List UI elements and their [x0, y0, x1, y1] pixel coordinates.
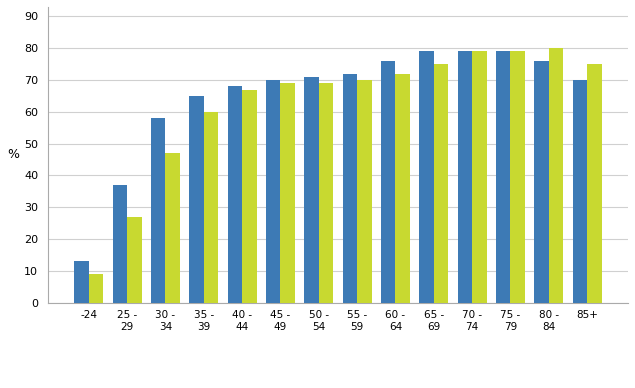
Y-axis label: %: % [7, 148, 19, 161]
Bar [434, 64, 448, 303]
Bar [396, 74, 410, 303]
Bar [549, 48, 563, 303]
Bar [573, 80, 587, 303]
Bar [151, 118, 166, 303]
Bar [281, 83, 295, 303]
Bar [242, 90, 257, 303]
Bar [472, 52, 486, 303]
Bar [266, 80, 281, 303]
Bar [112, 185, 127, 303]
Bar [89, 274, 104, 303]
Bar [496, 52, 511, 303]
Bar [587, 64, 602, 303]
Bar [319, 83, 333, 303]
Bar [227, 87, 242, 303]
Bar [166, 153, 180, 303]
Bar [511, 52, 525, 303]
Bar [458, 52, 472, 303]
Bar [342, 74, 357, 303]
Bar [534, 61, 549, 303]
Bar [74, 261, 89, 303]
Bar [357, 80, 371, 303]
Bar [189, 96, 204, 303]
Bar [204, 112, 218, 303]
Bar [381, 61, 396, 303]
Bar [419, 52, 434, 303]
Bar [304, 77, 319, 303]
Bar [127, 217, 142, 303]
